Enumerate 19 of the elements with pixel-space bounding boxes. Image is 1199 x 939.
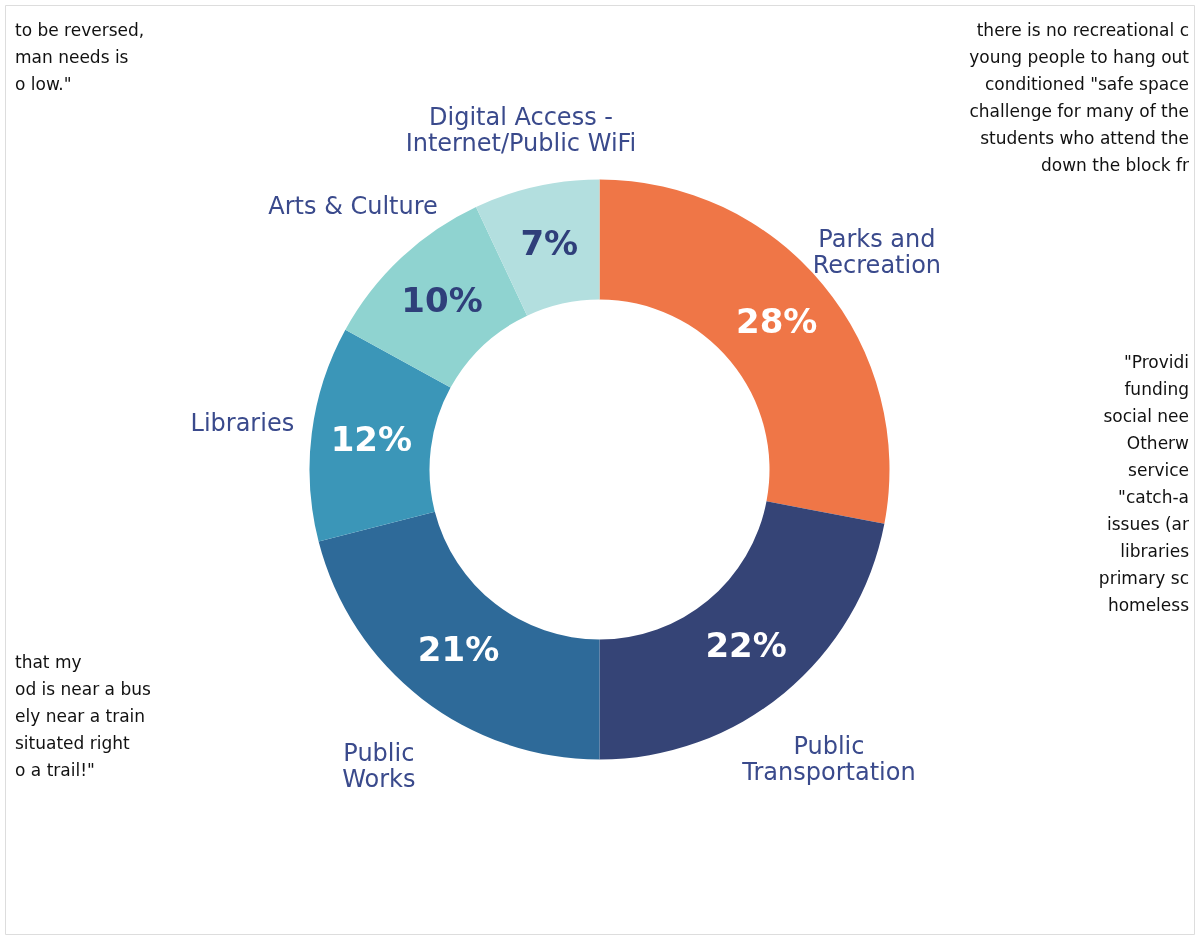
text: there is no recreational c young people to hang out conditioned "safe space challenge for many of the students who attend the down the block fr	[969, 20, 1190, 175]
data-label: 12%	[330, 418, 413, 459]
text: that my od is near a bus ely near a train situated right o a trail!"	[15, 652, 152, 780]
data-label: 7%	[520, 223, 579, 264]
slice-label: Parks and Recreation	[812, 225, 942, 280]
slice-label: Public Works	[342, 738, 416, 793]
donut-slice	[599, 501, 885, 760]
data-label: 21%	[417, 629, 500, 670]
slice-label: Digital Access - Internet/Public WiFi	[405, 103, 637, 158]
slice-label: Public Transportation	[741, 731, 916, 786]
slice-label: Libraries	[190, 409, 295, 438]
data-label: 22%	[705, 624, 787, 665]
data-label: 10%	[401, 279, 483, 320]
text: "Providi funding social nee Otherw service "catch-a issues (ar libraries primary sc homeless	[1098, 352, 1189, 615]
slice-label: Arts & Culture	[268, 192, 438, 221]
donut-slice	[309, 329, 451, 542]
data-label: 28%	[736, 300, 818, 341]
text: to be reversed, man needs is o low."	[15, 20, 145, 94]
donut-slice	[318, 511, 600, 760]
